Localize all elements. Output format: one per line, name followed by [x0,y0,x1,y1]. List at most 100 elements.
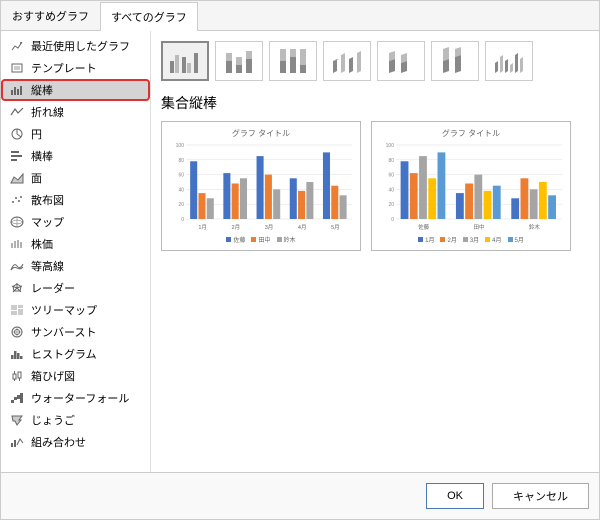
ok-button[interactable]: OK [426,483,484,509]
svg-text:60: 60 [178,173,184,179]
sidebar-item-18[interactable]: 組み合わせ [1,431,150,453]
dialog-footer: OK キャンセル [1,472,599,519]
sidebar-item-0[interactable]: 最近使用したグラフ [1,35,150,57]
legend-item: 鈴木 [277,235,296,244]
subtype-5[interactable] [431,41,479,81]
sidebar-item-3[interactable]: 折れ線 [1,101,150,123]
subtype-4[interactable] [377,41,425,81]
sidebar-label: 折れ線 [31,104,64,120]
svg-text:5月: 5月 [331,224,340,231]
sidebar-label: ツリーマップ [31,302,97,318]
chart-type-icon [9,149,25,163]
sidebar-label: 横棒 [31,148,53,164]
sidebar-item-9[interactable]: 株価 [1,233,150,255]
sidebar-item-12[interactable]: ツリーマップ [1,299,150,321]
chart-type-icon [9,413,25,427]
chart-content: 集合縦棒 グラフ タイトル 0204060801001月2月3月4月5月 佐藤田… [151,31,599,473]
chart-type-icon [9,391,25,405]
sidebar-item-2[interactable]: 縦棒 [1,79,150,101]
preview-title: グラフ タイトル [168,128,354,139]
chart-type-icon [9,347,25,361]
svg-text:3月: 3月 [265,224,274,231]
legend-item: 3月 [463,235,479,244]
sidebar-label: ウォーターフォール [31,390,129,406]
svg-text:20: 20 [178,202,184,208]
sidebar-label: じょうご [31,412,75,428]
svg-text:80: 80 [388,158,394,164]
chart-type-icon [9,105,25,119]
svg-text:20: 20 [388,202,394,208]
sidebar-item-16[interactable]: ウォーターフォール [1,387,150,409]
bar-chart-svg: 020406080100佐藤田中鈴木 [378,143,564,231]
chart-type-sidebar: 最近使用したグラフテンプレート縦棒折れ線円横棒面散布図マップ株価等高線レーダーツ… [1,31,151,473]
legend-item: 佐藤 [226,235,245,244]
chart-type-icon [9,215,25,229]
chart-type-icon [9,259,25,273]
svg-text:0: 0 [391,217,394,223]
sidebar-item-17[interactable]: じょうご [1,409,150,431]
svg-text:鈴木: 鈴木 [529,223,541,231]
svg-text:60: 60 [388,173,394,179]
sidebar-label: 組み合わせ [31,434,86,450]
sidebar-label: サンバースト [31,324,96,340]
subtype-2[interactable] [269,41,317,81]
sidebar-label: 縦棒 [31,82,53,98]
chart-type-icon [9,435,25,449]
subtype-row [161,41,589,81]
preview-title: グラフ タイトル [378,128,564,139]
sidebar-item-5[interactable]: 横棒 [1,145,150,167]
legend-item: 田中 [251,235,270,244]
chart-type-icon [9,193,25,207]
chart-preview-2[interactable]: グラフ タイトル 020406080100佐藤田中鈴木 1月2月3月4月5月 [371,121,571,251]
svg-text:80: 80 [178,158,184,164]
legend-item: 1月 [418,235,434,244]
chart-type-icon [9,171,25,185]
legend-item: 4月 [485,235,501,244]
sidebar-item-7[interactable]: 散布図 [1,189,150,211]
chart-type-icon [9,39,25,53]
chart-preview-1[interactable]: グラフ タイトル 0204060801001月2月3月4月5月 佐藤田中鈴木 [161,121,361,251]
sidebar-label: 面 [31,170,42,186]
tab-bar: おすすめグラフ すべてのグラフ [1,1,599,31]
sidebar-label: マップ [31,214,64,230]
tab-recommended[interactable]: おすすめグラフ [1,1,100,30]
sidebar-label: 散布図 [31,192,64,208]
cancel-button[interactable]: キャンセル [492,483,589,509]
sidebar-item-4[interactable]: 円 [1,123,150,145]
legend-item: 5月 [508,235,524,244]
subtype-0[interactable] [161,41,209,81]
sidebar-item-15[interactable]: 箱ひげ図 [1,365,150,387]
chart-type-icon [9,61,25,75]
chart-type-icon [9,303,25,317]
sidebar-label: 円 [31,126,42,142]
svg-text:40: 40 [178,187,184,193]
sidebar-label: テンプレート [31,60,97,76]
sidebar-item-13[interactable]: サンバースト [1,321,150,343]
sidebar-item-10[interactable]: 等高線 [1,255,150,277]
sidebar-item-8[interactable]: マップ [1,211,150,233]
svg-text:100: 100 [176,143,185,149]
sidebar-item-11[interactable]: レーダー [1,277,150,299]
bar-chart-svg: 0204060801001月2月3月4月5月 [168,143,354,231]
legend-item: 2月 [440,235,456,244]
chart-type-icon [9,281,25,295]
svg-text:1月: 1月 [198,224,207,231]
chart-type-icon [9,237,25,251]
sidebar-item-14[interactable]: ヒストグラム [1,343,150,365]
subtype-3[interactable] [323,41,371,81]
chart-type-icon [9,369,25,383]
svg-text:2月: 2月 [232,224,241,231]
chart-type-icon [9,325,25,339]
svg-text:0: 0 [181,217,184,223]
sidebar-label: 等高線 [31,258,64,274]
sidebar-item-1[interactable]: テンプレート [1,57,150,79]
sidebar-item-6[interactable]: 面 [1,167,150,189]
svg-text:100: 100 [386,143,395,149]
svg-text:佐藤: 佐藤 [418,223,430,231]
sidebar-label: 最近使用したグラフ [31,38,130,54]
tab-all[interactable]: すべてのグラフ [100,2,198,31]
subtype-1[interactable] [215,41,263,81]
subtype-6[interactable] [485,41,533,81]
sidebar-label: ヒストグラム [31,346,97,362]
sidebar-label: 株価 [31,236,53,252]
